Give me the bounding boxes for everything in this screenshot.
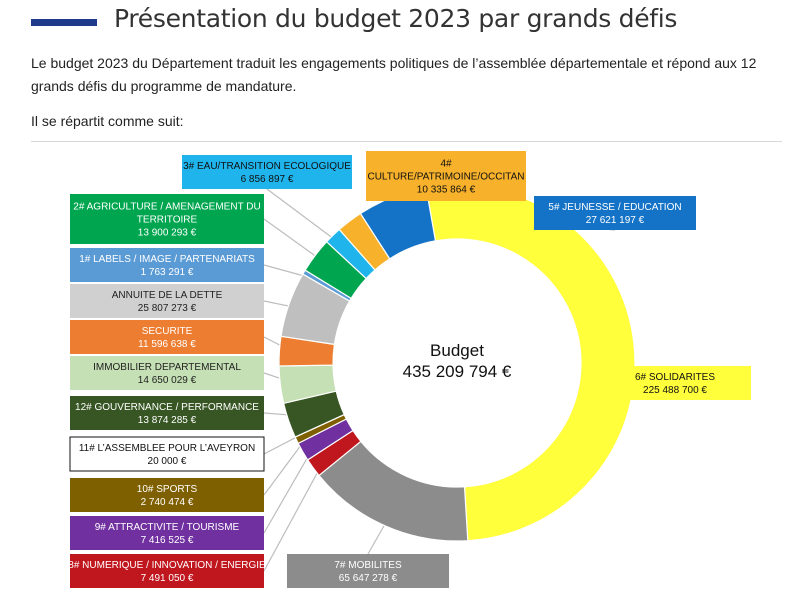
- label-value-immobilier-departemental: 14 650 029 €: [138, 375, 197, 386]
- label-box-11-l-assemblee-pour-l-aveyron: [69, 436, 265, 472]
- label-box-2-agriculture-amenagement-du-territoire: [70, 194, 264, 244]
- donut-slices: [278, 184, 636, 542]
- slice-label-securite: SECURITE 11 596 638 €: [70, 320, 264, 354]
- label-name-3-eau-transition-ecologique: 3# EAU/TRANSITION ECOLOGIQUE: [183, 161, 351, 172]
- label-box-8-numerique-innovation-energie: [70, 554, 264, 588]
- slice-label-4-culture-patrimoine-occitan: 4# CULTURE/PATRIMOINE/OCCITAN 10 335 864 €: [366, 151, 526, 201]
- label-box-3-eau-transition-ecologique: [182, 155, 352, 189]
- label-value-4-culture-patrimoine-occitan: 10 335 864 €: [417, 185, 476, 196]
- slice-labels: 6# SOLIDARITES 225 488 700 € 7# MOBILITES 6…: [68, 151, 751, 588]
- label-value-securite: 11 596 638 €: [138, 339, 196, 350]
- slice-label-6-solidarites: 6# SOLIDARITES 225 488 700 €: [599, 366, 751, 400]
- section-divider: [31, 141, 782, 142]
- label-value-9-attractivite-tourisme: 7 416 525 €: [141, 535, 194, 546]
- label-name-7-mobilites: 7# MOBILITES: [334, 560, 402, 571]
- title-accent-bar: [31, 19, 97, 26]
- slice-label-2-agriculture-amenagement-du-territoire: 2# AGRICULTURE / AMENAGEMENT DU TERRITOIR…: [70, 194, 264, 244]
- label-value-1-labels-image-partenariats: 1 763 291 €: [141, 267, 194, 278]
- label-value-12-gouvernance-performance: 13 874 285 €: [138, 415, 197, 426]
- label-name-2-agriculture-amenagement-du-territoire: 2# AGRICULTURE / AMENAGEMENT DU: [73, 202, 260, 213]
- slice-label-1-labels-image-partenariats: 1# LABELS / IMAGE / PARTENARIATS 1 763 29…: [70, 248, 264, 282]
- label-box-5-jeunesse-education: [534, 196, 696, 230]
- leader-line-9-attractivite-tourisme: [263, 444, 316, 534]
- label-value-8-numerique-innovation-energie: 7 491 050 €: [141, 573, 194, 584]
- leader-line-8-numerique-innovation-energie: [263, 459, 325, 572]
- label-value-5-jeunesse-education: 27 621 197 €: [586, 215, 645, 226]
- label-value-2-agriculture-amenagement-du-territoire: 13 900 293 €: [138, 228, 197, 239]
- center-label-title: Budget: [430, 341, 484, 360]
- label-box-9-attractivite-tourisme: [70, 516, 264, 550]
- label-value-annuite-de-la-dette: 25 807 273 €: [138, 303, 197, 314]
- slice-label-5-jeunesse-education: 5# JEUNESSE / EDUCATION 27 621 197 €: [534, 196, 696, 230]
- slice-label-12-gouvernance-performance: 12# GOUVERNANCE / PERFORMANCE 13 874 285 …: [70, 396, 264, 430]
- label-box-7-mobilites: [287, 554, 449, 588]
- label-name-1-labels-image-partenariats: 1# LABELS / IMAGE / PARTENARIATS: [79, 254, 255, 265]
- label-name-4-culture-patrimoine-occitan: 4#: [440, 159, 452, 170]
- slice-label-8-numerique-innovation-energie: 8# NUMERIQUE / INNOVATION / ENERGIE 7 491…: [68, 554, 266, 588]
- label-value-11-l-assemblee-pour-l-aveyron: 20 000 €: [148, 456, 187, 467]
- slice-label-9-attractivite-tourisme: 9# ATTRACTIVITE / TOURISME 7 416 525 €: [70, 516, 264, 550]
- slice-label-3-eau-transition-ecologique: 3# EAU/TRANSITION ECOLOGIQUE 6 856 897 €: [182, 155, 352, 189]
- intro-paragraph: Le budget 2023 du Département traduit le…: [31, 55, 757, 94]
- label-name-annuite-de-la-dette: ANNUITE DE LA DETTE: [112, 290, 223, 301]
- slice-label-11-l-assemblee-pour-l-aveyron: 11# L’ASSEMBLEE POUR L’AVEYRON 20 000 €: [69, 436, 265, 472]
- center-label-total: 435 209 794 €: [403, 362, 512, 381]
- label-box-12-gouvernance-performance: [70, 396, 264, 430]
- label-box-annuite-de-la-dette: [70, 284, 264, 318]
- slice-6-solidarites: [425, 184, 636, 542]
- label-value-7-mobilites: 65 647 278 €: [339, 573, 398, 584]
- label-name-2-agriculture-amenagement-du-territoire: TERRITOIRE: [137, 215, 198, 226]
- label-box-immobilier-departemental: [70, 356, 264, 390]
- label-box-securite: [70, 320, 264, 354]
- slice-label-annuite-de-la-dette: ANNUITE DE LA DETTE 25 807 273 €: [70, 284, 264, 318]
- label-name-4-culture-patrimoine-occitan: CULTURE/PATRIMOINE/OCCITAN: [367, 172, 524, 183]
- slice-label-7-mobilites: 7# MOBILITES 65 647 278 €: [287, 554, 449, 588]
- label-value-3-eau-transition-ecologique: 6 856 897 €: [241, 174, 294, 185]
- label-box-4-culture-patrimoine-occitan: [366, 151, 526, 201]
- label-name-9-attractivite-tourisme: 9# ATTRACTIVITE / TOURISME: [95, 522, 240, 533]
- label-name-5-jeunesse-education: 5# JEUNESSE / EDUCATION: [548, 202, 681, 213]
- label-value-6-solidarites: 225 488 700 €: [643, 385, 707, 396]
- intro-lead: Il se répartit comme suit:: [31, 113, 184, 129]
- label-name-securite: SECURITE: [142, 326, 193, 337]
- label-value-10-sports: 2 740 474 €: [141, 497, 194, 508]
- label-box-1-labels-image-partenariats: [70, 248, 264, 282]
- label-name-6-solidarites: 6# SOLIDARITES: [635, 372, 715, 383]
- label-name-8-numerique-innovation-energie: 8# NUMERIQUE / INNOVATION / ENERGIE: [68, 560, 266, 571]
- label-name-10-sports: 10# SPORTS: [137, 484, 198, 495]
- slice-label-10-sports: 10# SPORTS 2 740 474 €: [70, 478, 264, 512]
- label-name-immobilier-departemental: IMMOBILIER DEPARTEMENTAL: [93, 362, 241, 373]
- label-box-10-sports: [70, 478, 264, 512]
- label-box-6-solidarites: [599, 366, 751, 400]
- label-name-11-l-assemblee-pour-l-aveyron: 11# L’ASSEMBLEE POUR L’AVEYRON: [79, 443, 255, 454]
- leader-line-3-eau-transition-ecologique: [266, 188, 343, 246]
- label-name-12-gouvernance-performance: 12# GOUVERNANCE / PERFORMANCE: [75, 402, 259, 413]
- page-title: Présentation du budget 2023 par grands d…: [114, 4, 678, 33]
- slice-label-immobilier-departemental: IMMOBILIER DEPARTEMENTAL 14 650 029 €: [70, 356, 264, 390]
- slice-5-jeunesse-education: [359, 187, 437, 260]
